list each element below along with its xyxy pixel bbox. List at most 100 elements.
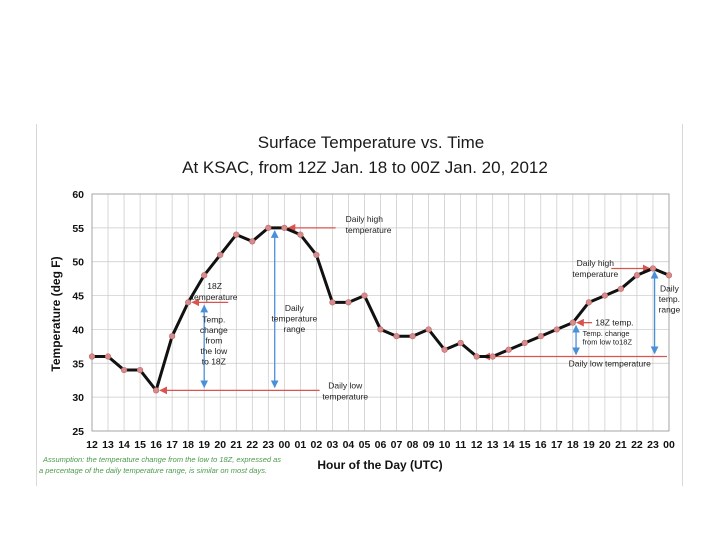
x-tick-label: 07: [391, 439, 403, 451]
annotation-label: temperature: [192, 292, 238, 302]
temperature-point: [136, 366, 144, 374]
annotation-label: Daily high: [346, 214, 384, 224]
annotation-label: Daily high: [577, 258, 615, 268]
temperature-point: [601, 292, 608, 299]
x-tick-label: 04: [343, 439, 355, 451]
x-tick-label: 15: [519, 439, 531, 451]
x-tick-label: 19: [583, 439, 595, 451]
x-tick-label: 08: [407, 439, 419, 451]
x-tick-label: 18: [567, 439, 579, 451]
annotation-label: to 18Z: [202, 357, 226, 367]
y-tick-label: 60: [72, 189, 84, 201]
x-tick-label: 11: [455, 439, 466, 451]
temperature-point: [409, 333, 416, 340]
annotation-label: temperature: [322, 391, 368, 401]
annotation-label: Daily: [285, 303, 305, 313]
annotation-label: from: [205, 336, 222, 346]
annotation-label: Daily low temperature: [569, 359, 651, 369]
x-tick-label: 22: [631, 439, 643, 451]
temperature-point: [569, 319, 576, 326]
x-tick-label: 15: [134, 439, 146, 451]
temperature-point: [361, 292, 368, 299]
x-tick-label: 14: [503, 439, 515, 451]
annotation-label: the low: [200, 346, 228, 356]
x-tick-label: 03: [327, 439, 339, 451]
plot-border: [91, 193, 670, 432]
x-tick-label: 22: [246, 439, 258, 451]
temperature-point: [153, 387, 160, 394]
y-tick-label: 45: [72, 291, 84, 303]
temperature-point: [505, 346, 512, 353]
annotations: Daily hightemperature18ZtemperatureTemp.…: [159, 214, 681, 401]
temperature-point: [185, 299, 192, 306]
assumption-note-line-2: a percentage of the daily temperature ra…: [39, 466, 267, 475]
temperature-point: [457, 339, 464, 347]
x-tick-label: 02: [311, 439, 323, 451]
x-tick-label: 09: [423, 439, 435, 451]
x-tick-label: 20: [214, 439, 226, 451]
temperature-point: [233, 231, 240, 238]
temperature-point: [345, 299, 352, 306]
temperature-point: [425, 326, 432, 333]
x-tick-label: 00: [278, 439, 290, 451]
temperature-point: [393, 333, 400, 340]
x-tick-label: 16: [535, 439, 547, 451]
x-tick-label: 12: [86, 439, 98, 451]
chart-frame: Surface Temperature vs. Time At KSAC, fr…: [36, 124, 683, 486]
temperature-point: [120, 366, 128, 374]
x-tick-label: 01: [295, 439, 307, 451]
x-tick-label: 20: [599, 439, 611, 451]
temperature-point: [88, 353, 96, 360]
x-tick-label: 13: [102, 439, 114, 451]
x-tick-label: 00: [663, 439, 675, 451]
temperature-point: [441, 346, 448, 353]
temperature-point: [649, 265, 657, 272]
annotation-label: from low to18Z: [582, 338, 632, 347]
temperature-point: [585, 299, 592, 306]
x-tick-label: 23: [262, 439, 274, 451]
annotation-label: temperature: [572, 269, 618, 279]
x-tick-label: 16: [150, 439, 162, 451]
temperature-point: [633, 272, 641, 279]
temperature-point: [377, 326, 384, 333]
chart-subtitle: At KSAC, from 12Z Jan. 18 to 00Z Jan. 20…: [182, 158, 548, 177]
temperature-point: [169, 333, 176, 340]
x-tick-label: 19: [198, 439, 210, 451]
y-tick-label: 30: [72, 392, 84, 404]
annotation-label: Daily low: [328, 380, 363, 390]
annotation-label: 18Z: [207, 281, 222, 291]
temperature-point: [281, 224, 288, 231]
x-tick-label: 17: [551, 439, 563, 451]
x-tick-label: 13: [487, 439, 499, 451]
annotation-label: temperature: [271, 314, 317, 324]
temperature-point: [489, 353, 496, 360]
annotation-label: 18Z temp.: [595, 317, 633, 327]
temperature-point: [313, 251, 320, 259]
y-tick-label: 35: [72, 358, 84, 370]
annotation-label: temp.: [659, 294, 680, 304]
temperature-series: [88, 224, 673, 394]
y-tick-label: 55: [72, 223, 84, 235]
x-tick-label: 17: [166, 439, 178, 451]
temperature-point: [297, 231, 304, 238]
x-tick-label: 12: [471, 439, 483, 451]
temperature-point: [329, 299, 336, 306]
x-tick-label: 18: [182, 439, 194, 451]
temperature-point: [553, 326, 560, 333]
annotation-label: range: [659, 305, 681, 315]
y-tick-labels: 25 30 35 40 45 50 55 60: [72, 189, 84, 438]
x-tick-labels: 12 13 14 15 16 17 18 19 20 21 22 23 00 01 02 03 04 05 06 07…: [86, 439, 675, 451]
temperature-chart: Surface Temperature vs. Time At KSAC, fr…: [39, 133, 681, 475]
x-axis-label: Hour of the Day (UTC): [317, 458, 442, 472]
temperature-point: [617, 285, 625, 292]
temperature-point: [217, 251, 224, 259]
annotation-label: Daily: [660, 284, 680, 294]
annotation-label: Temp.: [202, 315, 225, 325]
temperature-point: [521, 339, 528, 347]
temperature-point: [665, 272, 673, 279]
y-axis-label: Temperature (deg F): [49, 256, 63, 371]
y-tick-label: 50: [72, 257, 84, 269]
x-tick-label: 10: [439, 439, 451, 451]
temperature-point: [265, 224, 272, 231]
temperature-point: [201, 272, 208, 279]
